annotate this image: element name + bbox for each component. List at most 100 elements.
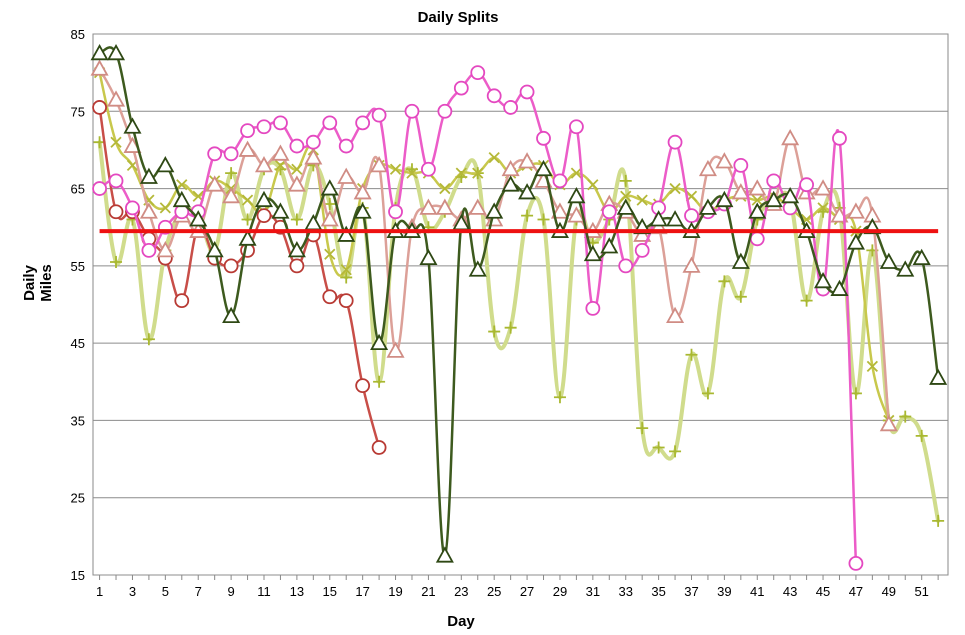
data-point: [289, 258, 305, 274]
data-point: [205, 175, 224, 192]
data-point: [92, 181, 107, 196]
data-point: [389, 163, 402, 175]
data-point: [715, 190, 734, 208]
data-point: [340, 264, 352, 276]
data-point: [225, 167, 238, 180]
y-tick-label: 45: [71, 336, 85, 351]
data-point: [781, 128, 800, 146]
data-point: [110, 255, 123, 268]
data-point: [223, 258, 239, 274]
y-tick-label: 55: [71, 259, 85, 274]
data-point: [685, 348, 698, 361]
data-point: [552, 173, 568, 189]
data-point: [371, 440, 387, 455]
data-point: [439, 182, 451, 195]
data-point: [899, 410, 912, 423]
data-point: [305, 134, 321, 150]
data-point: [419, 198, 438, 215]
data-point: [106, 43, 126, 61]
data-point: [504, 321, 517, 334]
data-point: [355, 115, 371, 131]
data-point: [501, 175, 520, 192]
data-point: [223, 146, 239, 162]
data-point: [353, 183, 372, 200]
plot-frame: [92, 33, 949, 576]
data-point: [289, 138, 305, 154]
data-point: [501, 159, 520, 177]
x-tick-label: 25: [487, 584, 501, 599]
series-layer: [90, 43, 948, 571]
x-tick-labels: 1 3 5 7 9 11 13 15 17 19 21 23 25 27 29 31 33 35 37 39 41 43 4…: [96, 584, 929, 599]
data-point: [455, 167, 467, 179]
data-point: [322, 289, 338, 305]
data-point: [406, 167, 418, 179]
data-point: [879, 414, 898, 432]
data-point: [749, 231, 765, 247]
x-tick-label: 35: [651, 584, 665, 599]
data-point: [90, 43, 109, 61]
data-point: [698, 159, 717, 177]
data-point: [404, 103, 420, 119]
data-point: [666, 210, 685, 227]
data-point: [287, 241, 306, 258]
data-point: [701, 387, 714, 400]
x-tick-label: 47: [849, 584, 863, 599]
data-point: [567, 206, 586, 223]
data-point: [174, 293, 190, 309]
data-point: [370, 156, 389, 173]
data-point: [715, 152, 734, 169]
y-tick-label: 75: [71, 104, 85, 119]
data-point: [633, 225, 652, 242]
data-point: [814, 271, 833, 289]
x-tick-label: 13: [290, 584, 304, 599]
x-tick-label: 1: [96, 584, 103, 599]
data-point: [896, 260, 915, 277]
data-point: [879, 252, 898, 269]
data-point: [156, 241, 175, 258]
y-tick-labels: 85 75 65 55 45 35 25 15: [71, 27, 85, 583]
data-point: [748, 179, 767, 196]
data-point: [324, 248, 336, 260]
data-point: [271, 202, 290, 219]
x-tick-label: 43: [783, 584, 797, 599]
data-point: [256, 208, 272, 224]
data-point: [172, 190, 191, 208]
data-point: [764, 190, 783, 208]
data-point: [337, 225, 356, 242]
data-point: [583, 244, 602, 262]
x-tick-label: 39: [717, 584, 731, 599]
data-point: [320, 210, 339, 227]
data-point: [652, 441, 665, 454]
data-point: [518, 183, 537, 200]
data-point: [388, 204, 403, 220]
data-point: [601, 204, 617, 220]
x-tick-label: 11: [257, 584, 271, 599]
data-point: [139, 167, 158, 184]
data-point: [290, 213, 303, 226]
data-point: [271, 144, 290, 161]
data-point: [518, 152, 537, 169]
data-point: [666, 306, 685, 323]
x-tick-label: 49: [882, 584, 896, 599]
data-point: [304, 148, 323, 165]
data-point: [817, 202, 829, 214]
y-axis-title-line1: Daily: [21, 264, 38, 301]
data-point: [684, 208, 699, 224]
plot-area: [92, 33, 949, 576]
data-point: [108, 173, 124, 189]
data-point: [534, 159, 553, 177]
y-tick-label: 15: [71, 568, 85, 583]
data-point: [238, 229, 257, 246]
x-tick-label: 9: [227, 584, 234, 599]
data-point: [435, 198, 454, 215]
y-axis-title-line2: Miles: [38, 264, 55, 302]
data-point: [929, 368, 948, 385]
data-point: [222, 306, 241, 323]
data-point: [435, 546, 454, 563]
data-point: [108, 204, 124, 220]
data-point: [254, 190, 274, 208]
data-point: [634, 242, 650, 258]
x-axis-title: Day: [447, 613, 475, 630]
data-point: [537, 213, 550, 226]
data-point: [682, 256, 701, 273]
